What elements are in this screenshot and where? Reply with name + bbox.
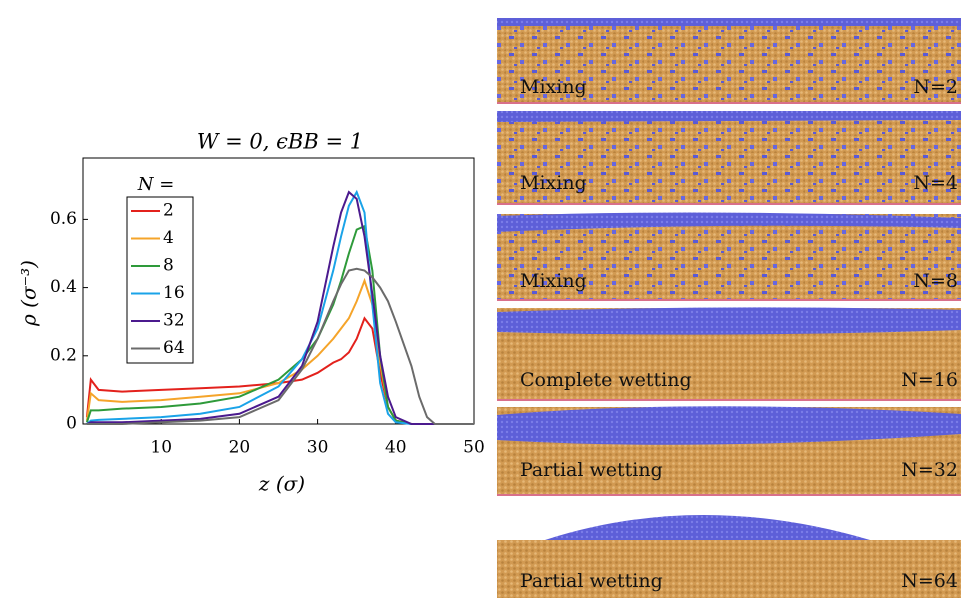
x-tick-label: 50 — [463, 438, 485, 458]
panel-n: N=64 — [901, 570, 958, 592]
panel-label: Partial wetting — [520, 570, 663, 592]
panel-label: Mixing — [520, 172, 587, 194]
plot-frame — [82, 157, 475, 425]
legend-title: N = — [137, 174, 175, 195]
legend-label: 4 — [163, 228, 174, 248]
panel-label: Mixing — [520, 270, 587, 292]
y-tick-label: 0.2 — [50, 345, 77, 365]
legend-label: 64 — [163, 338, 185, 358]
legend-label: 16 — [163, 283, 185, 303]
series-line — [86, 267, 474, 425]
y-tick-label: 0.4 — [50, 277, 77, 297]
x-tick-label: 10 — [150, 438, 172, 458]
panel-n: N=16 — [901, 369, 958, 391]
x-tick-label: 30 — [307, 438, 329, 458]
chart-title: W = 0, ϵBB = 1 — [197, 130, 363, 154]
panel-n: N=4 — [913, 172, 958, 194]
panel-images — [497, 18, 961, 598]
legend-label: 2 — [163, 201, 174, 221]
x-tick-label: 40 — [385, 438, 407, 458]
y-tick-label: 0 — [66, 414, 77, 434]
panel-label: Mixing — [520, 76, 587, 98]
panel-n: N=2 — [913, 76, 958, 98]
legend-box — [126, 196, 194, 364]
legend-label: 32 — [163, 311, 185, 331]
x-tick-label: 20 — [229, 438, 251, 458]
panel-n: N=32 — [901, 459, 958, 481]
panel-n: N=8 — [913, 270, 958, 292]
x-axis-label: z (σ) — [258, 472, 305, 496]
y-tick-label: 0.6 — [50, 209, 77, 229]
series-line — [86, 190, 474, 425]
legend-label: 8 — [163, 256, 174, 276]
panel-label: Complete wetting — [520, 369, 692, 391]
y-axis-label: ρ (σ⁻³) — [17, 260, 41, 327]
panel-label: Partial wetting — [520, 459, 663, 481]
